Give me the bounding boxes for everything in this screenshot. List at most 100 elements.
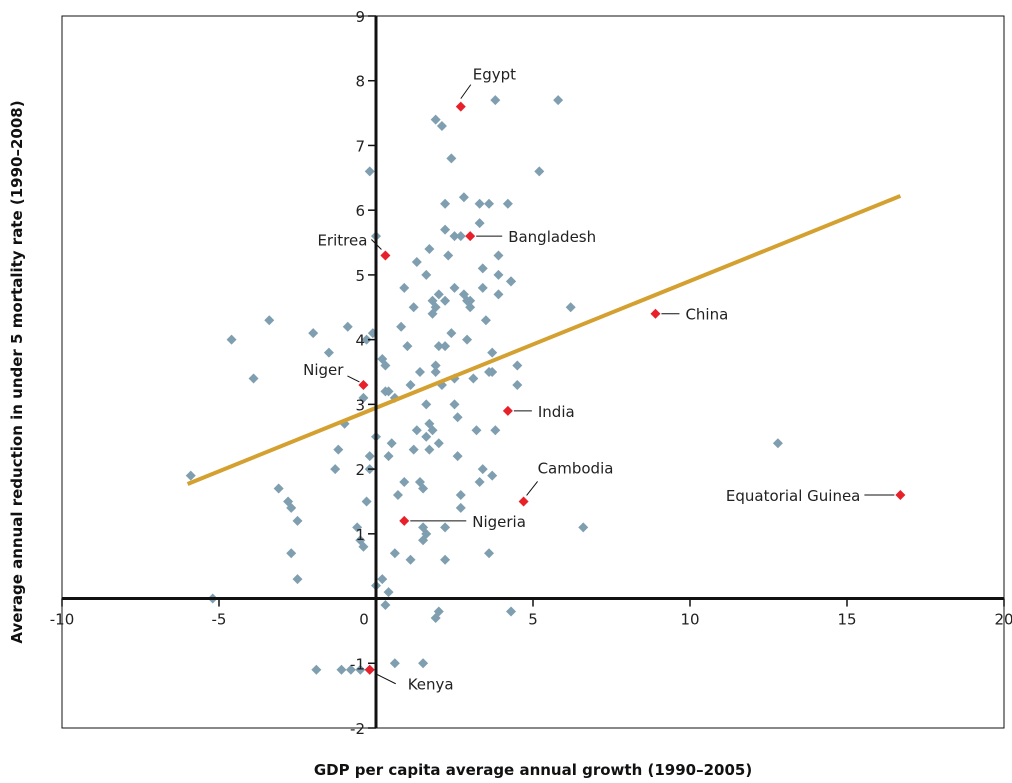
data-point: [772, 438, 783, 449]
data-point: [446, 153, 457, 164]
data-point: [336, 664, 347, 675]
x-tick-label: 10: [680, 611, 699, 629]
y-tick-label: 3: [355, 396, 365, 414]
y-tick-label: 9: [355, 8, 365, 26]
data-point: [480, 315, 491, 326]
data-point: [477, 464, 488, 475]
data-point: [377, 574, 388, 585]
data-point: [383, 386, 394, 397]
data-point: [455, 489, 466, 500]
annotation-label: Nigeria: [472, 513, 526, 531]
data-point: [534, 166, 545, 177]
data-point: [474, 477, 485, 488]
data-point: [440, 554, 451, 565]
y-tick-label: -1: [350, 655, 365, 673]
data-point: [355, 664, 366, 675]
data-point: [383, 451, 394, 462]
y-tick-label: 5: [355, 267, 365, 285]
data-point: [358, 392, 369, 403]
data-point: [386, 438, 397, 449]
y-axis-title: Average annual reduction in under 5 mort…: [8, 100, 26, 643]
annotation-label: Kenya: [408, 676, 454, 694]
data-point: [430, 612, 441, 623]
data-point: [430, 114, 441, 125]
data-point: [402, 341, 413, 352]
x-tick-label: 5: [528, 611, 538, 629]
data-point: [264, 315, 275, 326]
data-point: [440, 341, 451, 352]
x-tick-label: -5: [212, 611, 227, 629]
data-point: [440, 198, 451, 209]
data-point: [311, 664, 322, 675]
x-tick-label: 20: [994, 611, 1012, 629]
highlighted-data-point: [455, 101, 466, 112]
data-point: [308, 328, 319, 339]
data-point: [292, 515, 303, 526]
y-tick-label: 1: [355, 526, 365, 544]
annotation-label: Cambodia: [538, 459, 614, 477]
data-point: [427, 425, 438, 436]
data-point: [399, 282, 410, 293]
data-point: [493, 250, 504, 261]
data-point: [506, 606, 517, 617]
data-point: [418, 658, 429, 669]
plot-frame: [61, 15, 1005, 729]
data-point: [490, 425, 501, 436]
data-point: [185, 470, 196, 481]
data-point: [465, 302, 476, 313]
data-point: [424, 244, 435, 255]
highlighted-data-point: [502, 405, 513, 416]
data-point: [399, 477, 410, 488]
annotation-leader: [460, 84, 472, 99]
data-point: [380, 600, 391, 611]
data-point: [433, 289, 444, 300]
data-point: [465, 295, 476, 306]
data-point: [380, 360, 391, 371]
data-point: [565, 302, 576, 313]
data-point: [477, 263, 488, 274]
trend-line: [186, 194, 902, 486]
data-point: [506, 276, 517, 287]
data-point: [502, 198, 513, 209]
data-point: [440, 522, 451, 533]
y-tick-label: -2: [350, 720, 365, 738]
annotation-label: Egypt: [473, 66, 516, 84]
data-point: [446, 328, 457, 339]
data-point: [487, 367, 498, 377]
data-point: [358, 541, 369, 552]
data-point: [226, 334, 237, 345]
data-point: [286, 548, 297, 559]
data-point: [436, 121, 447, 132]
data-point: [292, 574, 303, 585]
data-point: [248, 373, 259, 384]
data-point: [396, 321, 407, 332]
data-point: [430, 360, 441, 371]
annotation-label: India: [538, 403, 575, 421]
data-point: [345, 664, 356, 675]
highlighted-data-point: [358, 379, 369, 390]
data-point: [433, 438, 444, 449]
annotation-leader: [347, 375, 360, 383]
data-point: [411, 425, 422, 436]
data-point: [427, 295, 438, 306]
data-point: [424, 444, 435, 455]
data-point: [455, 502, 466, 513]
data-point: [421, 528, 432, 539]
data-point: [440, 295, 451, 306]
data-point: [418, 483, 429, 494]
data-point: [323, 347, 334, 358]
data-point: [405, 554, 416, 565]
data-point: [452, 412, 463, 423]
data-point: [333, 444, 344, 455]
data-point: [487, 347, 498, 358]
data-point: [352, 522, 363, 533]
annotation-leader: [375, 673, 396, 685]
data-point: [361, 334, 372, 345]
data-point: [405, 379, 416, 390]
data-point: [458, 192, 469, 203]
data-point: [421, 399, 432, 410]
y-tick-label: 8: [355, 73, 365, 91]
data-point: [493, 289, 504, 300]
data-point: [364, 166, 375, 177]
